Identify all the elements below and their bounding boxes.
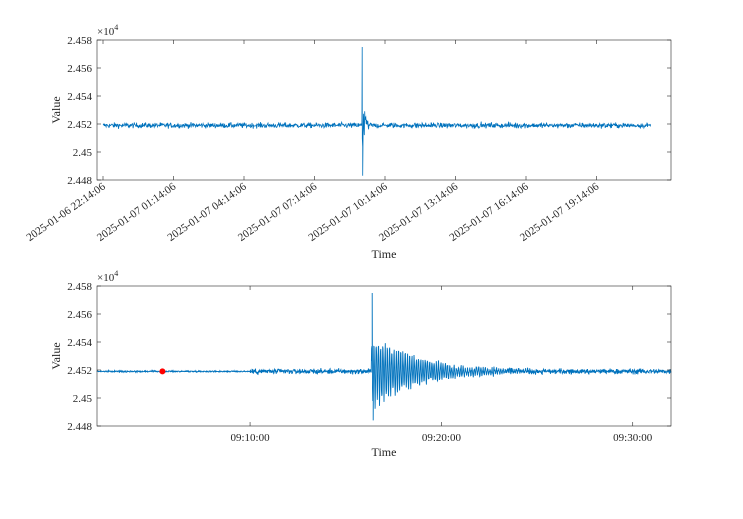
y-tick-label: 2.458 [67, 35, 92, 47]
x-tick-label: 09:10:00 [231, 432, 271, 444]
top-y-axis-title: Value [49, 96, 63, 123]
top-series-line [102, 46, 651, 176]
top-plot-area [97, 40, 671, 180]
bottom-x-axis-title: Time [372, 445, 397, 459]
y-tick-label: 2.448 [67, 421, 92, 433]
y-tick-label: 2.452 [67, 365, 92, 377]
top-x-axis-title: Time [372, 247, 397, 261]
bottom-y-axis: 2.448 2.45 2.452 2.454 2.456 2.458 [67, 281, 671, 433]
y-tick-label: 2.456 [67, 63, 92, 75]
y-tick-label: 2.448 [67, 175, 92, 187]
bottom-plot-area [97, 286, 671, 426]
y-tick-label: 2.452 [67, 119, 92, 131]
y-tick-label: 2.456 [67, 309, 92, 321]
y-tick-label: 2.454 [67, 91, 92, 103]
x-tick-label: 2025-01-07 19:14:06 [518, 180, 602, 244]
x-tick-label: 09:20:00 [422, 432, 462, 444]
y-tick-label: 2.45 [73, 393, 93, 405]
bottom-exponent-label: ×104 [97, 269, 118, 284]
bottom-x-axis: 09:10:00 09:20:00 09:30:00 [231, 286, 653, 444]
bottom-series-line [96, 292, 672, 421]
y-tick-label: 2.458 [67, 281, 92, 293]
top-y-axis: 2.448 2.45 2.452 2.454 2.456 2.458 [67, 35, 671, 187]
top-exponent-label: ×104 [97, 23, 118, 38]
y-tick-label: 2.45 [73, 147, 93, 159]
bottom-plot-frame [96, 285, 672, 427]
bottom-marker-point [159, 368, 166, 375]
x-tick-label: 09:30:00 [613, 432, 653, 444]
bottom-y-axis-title: Value [49, 342, 63, 369]
y-tick-label: 2.454 [67, 337, 92, 349]
top-plot-frame [96, 39, 672, 181]
